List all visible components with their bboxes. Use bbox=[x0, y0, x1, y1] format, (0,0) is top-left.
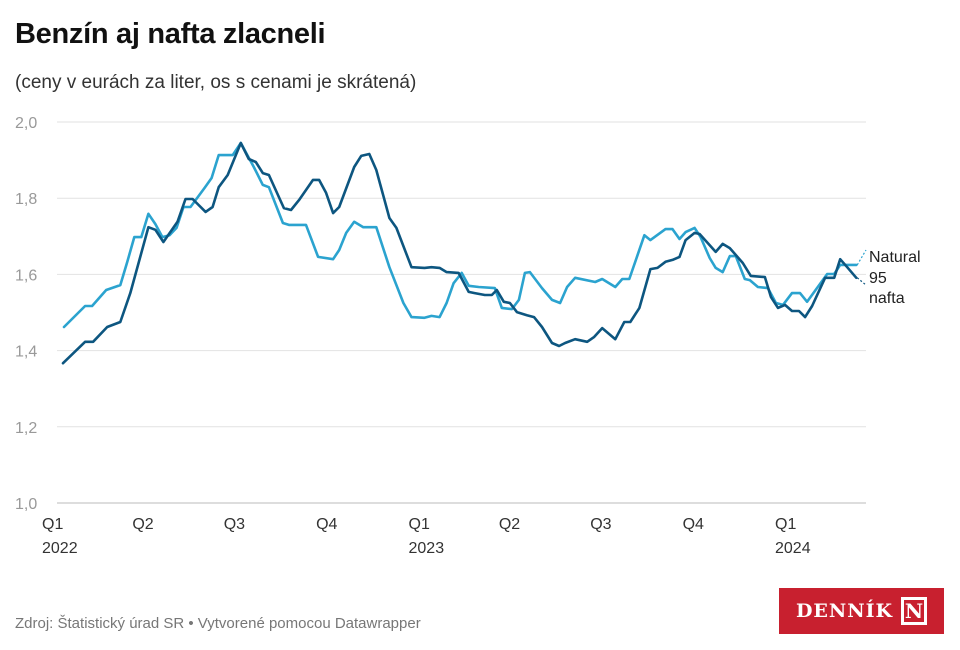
x-tick-label: Q1 bbox=[409, 516, 430, 533]
dennik-n-logo: DENNÍK N bbox=[779, 588, 944, 634]
logo-wordmark: DENNÍK bbox=[795, 600, 894, 622]
y-tick-label: 1,8 bbox=[15, 191, 37, 208]
x-tick-label: Q1 bbox=[42, 516, 63, 533]
x-tick-year: 2023 bbox=[409, 540, 445, 557]
x-tick-label: Q4 bbox=[316, 516, 337, 533]
x-tick-label: Q2 bbox=[132, 516, 153, 533]
y-tick-label: 1,4 bbox=[15, 344, 37, 361]
series-label: 95 bbox=[869, 270, 887, 287]
x-tick-label: Q3 bbox=[590, 516, 611, 533]
x-tick-label: Q2 bbox=[499, 516, 520, 533]
series-label: Natural bbox=[869, 249, 921, 266]
chart-subtitle: (ceny v eurách za liter, os s cenami je … bbox=[15, 72, 417, 93]
x-tick-label: Q4 bbox=[683, 516, 704, 533]
label-connector bbox=[856, 277, 867, 286]
y-tick-label: 1,0 bbox=[15, 496, 37, 513]
series-lines bbox=[61, 141, 858, 365]
series-line-natural95 bbox=[62, 141, 858, 329]
label-connector bbox=[856, 249, 867, 266]
y-tick-label: 1,6 bbox=[15, 267, 37, 284]
x-tick-label: Q3 bbox=[224, 516, 245, 533]
series-line-nafta bbox=[61, 141, 858, 365]
x-axis-ticks: Q1 2022 Q2 Q3 Q4 Q1 2023 Q2 Q3 Q4 Q1 2024 bbox=[42, 516, 811, 557]
y-tick-label: 2,0 bbox=[15, 115, 37, 132]
source-note: Zdroj: Štatistický úrad SR • Vytvorené p… bbox=[15, 615, 421, 632]
x-tick-label: Q1 bbox=[775, 516, 796, 533]
series-labels: Natural 95 nafta bbox=[856, 249, 921, 307]
series-label: nafta bbox=[869, 290, 905, 307]
logo-n-icon: N bbox=[901, 597, 928, 625]
y-tick-label: 1,2 bbox=[15, 420, 37, 437]
x-tick-year: 2024 bbox=[775, 540, 811, 557]
x-tick-year: 2022 bbox=[42, 540, 78, 557]
y-axis-ticks: 2,0 1,8 1,6 1,4 1,2 1,0 bbox=[15, 115, 37, 513]
gridlines bbox=[57, 121, 866, 504]
chart-title: Benzín aj nafta zlacneli bbox=[15, 18, 326, 50]
